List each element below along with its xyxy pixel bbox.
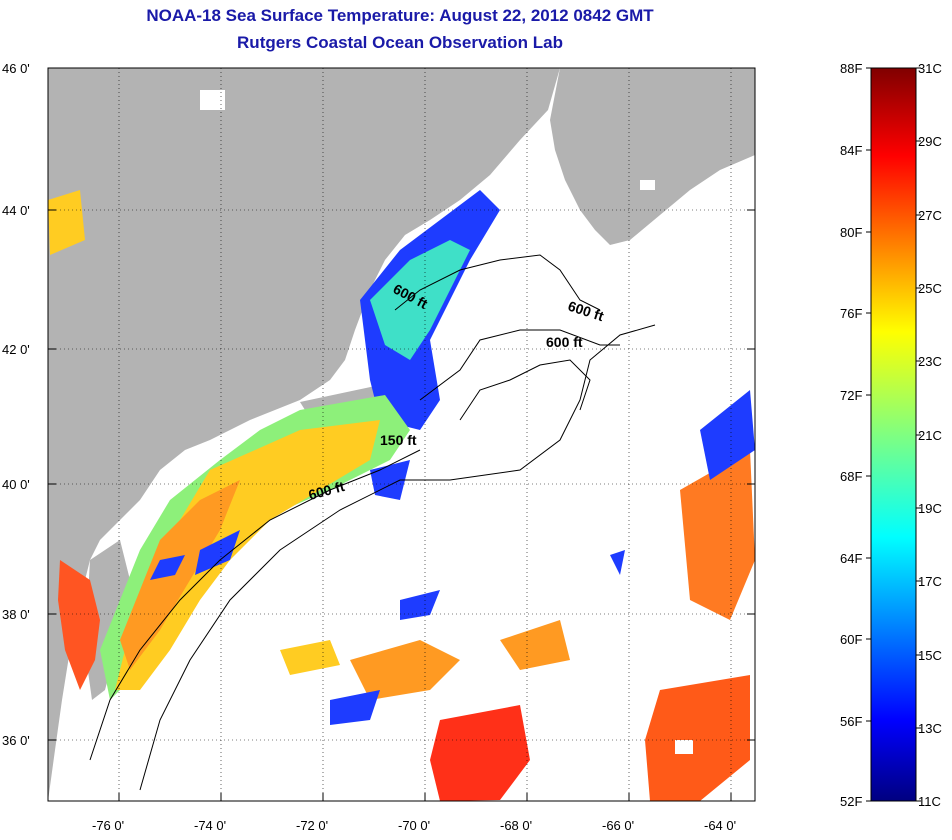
lat-label: 40 0' <box>2 477 30 492</box>
colorbar-f-label: 64F <box>840 551 863 566</box>
contour-label-georges: 600 ft <box>546 334 583 350</box>
colorbar-c-label: 25C <box>918 281 942 296</box>
lat-label: 46 0' <box>2 61 30 76</box>
colorbar-f-label: 80F <box>840 225 863 240</box>
colorbar-c-label: 31C <box>918 61 942 76</box>
colorbar-c-label: 15C <box>918 648 942 663</box>
lon-label: -64 0' <box>704 818 737 833</box>
colorbar-c-label: 23C <box>918 354 942 369</box>
colorbar-c-label: 19C <box>918 501 942 516</box>
colorbar-f-label: 72F <box>840 388 863 403</box>
colorbar-c-label: 29C <box>918 134 942 149</box>
land-mass-us <box>48 68 560 801</box>
colorbar-c-label: 27C <box>918 208 942 223</box>
colorbar-f-label: 76F <box>840 306 863 321</box>
colorbar-c-label: 17C <box>918 574 942 589</box>
map-subtitle: Rutgers Coastal Ocean Observation Lab <box>237 33 563 52</box>
lon-label: -72 0' <box>296 818 329 833</box>
land-mass-nova-scotia <box>550 68 755 245</box>
lon-label: -76 0' <box>92 818 125 833</box>
colorbar-f-label: 56F <box>840 714 863 729</box>
lat-label: 42 0' <box>2 342 30 357</box>
map-title: NOAA-18 Sea Surface Temperature: August … <box>146 6 654 25</box>
lat-label: 36 0' <box>2 733 30 748</box>
colorbar-f-label: 52F <box>840 794 863 809</box>
lon-label: -74 0' <box>194 818 227 833</box>
lon-label: -68 0' <box>500 818 533 833</box>
lat-label: 38 0' <box>2 607 30 622</box>
lat-label: 44 0' <box>2 203 30 218</box>
colorbar-f-label: 84F <box>840 143 863 158</box>
colorbar-c-label: 21C <box>918 428 942 443</box>
lon-label: -66 0' <box>602 818 635 833</box>
color-bar <box>870 67 917 802</box>
colorbar-f-label: 60F <box>840 632 863 647</box>
contour-label-150: 150 ft <box>380 432 417 448</box>
colorbar-c-label: 13C <box>918 721 942 736</box>
colorbar-c-label: 11C <box>918 794 941 809</box>
colorbar-f-label: 68F <box>840 469 863 484</box>
lon-label: -70 0' <box>398 818 431 833</box>
colorbar-f-label: 88F <box>840 61 863 76</box>
